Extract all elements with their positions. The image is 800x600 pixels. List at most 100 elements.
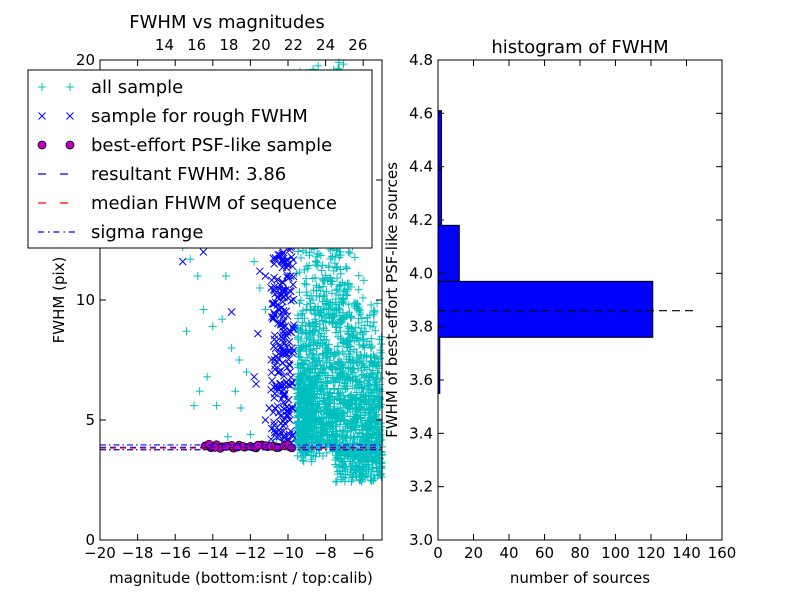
all-sample-point (359, 462, 368, 471)
x-tick-label: 140 (672, 544, 701, 562)
all-sample-point (294, 398, 303, 407)
top-tick-label: 16 (187, 36, 206, 54)
all-sample-point (311, 406, 320, 415)
all-sample-point (359, 359, 368, 368)
scatter-reference-lines (100, 444, 382, 451)
rough-sample-point (280, 380, 289, 389)
all-sample-point (351, 410, 360, 419)
all-sample-point (329, 266, 338, 275)
all-sample-point (308, 296, 317, 305)
all-sample-point (296, 296, 305, 305)
all-sample-point (355, 377, 364, 386)
all-sample-point (295, 380, 304, 389)
all-sample-point (305, 397, 314, 406)
all-sample-point (319, 377, 328, 386)
rough-sample-point (279, 327, 288, 336)
all-sample-point (313, 339, 322, 348)
all-sample-point (325, 433, 334, 442)
all-sample-point (345, 342, 354, 351)
all-sample-point (341, 262, 350, 271)
all-sample-point (307, 408, 316, 417)
rough-sample-point (271, 404, 280, 412)
all-sample-point (362, 351, 371, 360)
all-sample-point (339, 60, 348, 69)
x-tick-label: 60 (535, 544, 554, 562)
histogram-x-ticks: 0 20 40 60 80 100 120 140 160 (433, 60, 736, 562)
legend-label: median FHWM of sequence (91, 193, 337, 214)
all-sample-point (332, 348, 341, 357)
all-sample-point (311, 393, 320, 402)
x-tick-label: 40 (499, 544, 518, 562)
y-tick-label: 4.8 (409, 51, 433, 69)
all-sample-point (309, 355, 318, 364)
all-sample-point (339, 297, 348, 306)
all-sample-point (369, 306, 378, 315)
all-sample-point (362, 399, 371, 408)
rough-sample-point (270, 308, 278, 317)
all-sample-point (333, 319, 342, 328)
all-sample-point (357, 471, 366, 480)
y-tick-label: 4.2 (409, 211, 433, 229)
all-sample-point (331, 455, 340, 464)
all-sample-point (306, 345, 315, 354)
all-sample-point (319, 335, 328, 344)
all-sample-point (316, 361, 325, 370)
all-sample-point (323, 353, 332, 362)
all-sample-point (326, 411, 335, 420)
all-sample-point (352, 451, 361, 460)
all-sample-point (330, 360, 339, 369)
all-sample-point (195, 387, 204, 396)
all-sample-point (315, 356, 324, 365)
all-sample-point (298, 456, 307, 465)
all-sample-point (304, 333, 313, 342)
all-sample-point (367, 434, 376, 443)
x-tick-label: 120 (637, 544, 666, 562)
all-sample-point (319, 292, 328, 301)
all-sample-point (312, 404, 321, 413)
all-sample-point (332, 306, 341, 315)
all-sample-point (362, 327, 371, 336)
all-sample-point (231, 387, 240, 396)
all-sample-point (318, 349, 327, 358)
all-sample-point (324, 261, 333, 270)
all-sample-point (336, 361, 345, 370)
rough-sample-point (287, 373, 295, 382)
top-tick-label: 24 (316, 36, 335, 54)
x-tick-label: −10 (272, 544, 304, 562)
all-sample-point (333, 342, 342, 351)
all-sample-point (352, 403, 361, 412)
all-sample-point (374, 436, 383, 445)
all-sample-point (294, 363, 303, 372)
rough-sample-point (280, 431, 288, 440)
all-sample-point (376, 346, 385, 355)
all-sample-point (376, 400, 385, 409)
all-sample-point (343, 419, 352, 428)
all-sample-point (358, 467, 367, 476)
all-sample-point (332, 394, 341, 403)
all-sample-point (358, 384, 367, 393)
all-sample-point (348, 331, 357, 340)
rough-sample-point (289, 295, 298, 304)
all-sample-point (306, 406, 315, 415)
rough-sample-point (282, 263, 291, 272)
all-sample-point (353, 304, 362, 313)
rough-sample-point (284, 380, 292, 389)
all-sample-point (304, 448, 313, 457)
rough-sample-point (282, 349, 291, 358)
rough-sample-point (286, 416, 294, 424)
all-sample-point (370, 307, 379, 316)
all-sample-point (355, 308, 364, 317)
all-sample-point (364, 386, 373, 395)
all-sample-point (295, 352, 304, 361)
rough-sample-point (287, 328, 295, 336)
all-sample-point (374, 448, 383, 457)
all-sample-point (365, 409, 374, 418)
all-sample-point (360, 373, 369, 382)
all-sample-point (212, 401, 221, 410)
all-sample-point (307, 455, 316, 464)
rough-sample-point (272, 428, 281, 437)
rough-sample-point (280, 372, 288, 380)
rough-sample-point (278, 255, 287, 263)
all-sample-point (323, 379, 332, 388)
